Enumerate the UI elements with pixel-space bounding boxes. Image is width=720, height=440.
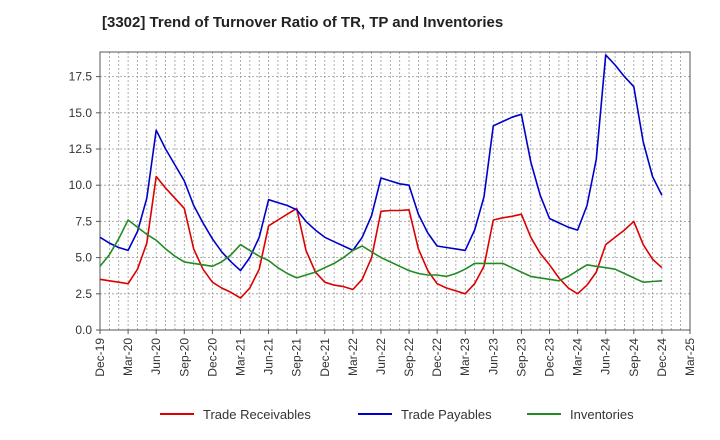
x-tick-label: Dec-23 xyxy=(543,338,557,377)
x-tick-label: Dec-20 xyxy=(205,338,219,377)
series-line-1 xyxy=(99,54,663,272)
x-tick-label: Jun-22 xyxy=(374,338,388,375)
y-tick-label: 10.0 xyxy=(69,178,93,192)
legend-label-0: Trade Receivables xyxy=(203,407,311,422)
y-tick-label: 17.5 xyxy=(69,70,93,84)
x-tick-label: Mar-22 xyxy=(346,338,360,376)
x-tick-label: Dec-22 xyxy=(430,338,444,377)
y-tick-label: 0.0 xyxy=(75,323,92,337)
y-tick-label: 12.5 xyxy=(69,142,93,156)
x-tick-label: Sep-23 xyxy=(514,338,528,377)
series-line-0 xyxy=(99,175,663,299)
plot-frame xyxy=(99,51,691,331)
series-line-2 xyxy=(99,219,662,284)
chart-title: [3302] Trend of Turnover Ratio of TR, TP… xyxy=(102,14,504,31)
y-tick-label: 5.0 xyxy=(75,251,92,265)
x-tick-label: Dec-19 xyxy=(93,338,107,377)
x-tick-label: Sep-22 xyxy=(402,338,416,377)
x-tick-label: Mar-23 xyxy=(458,338,472,376)
x-tick-label: Mar-25 xyxy=(683,338,697,376)
x-tick-label: Jun-23 xyxy=(486,338,500,375)
x-tick-label: Sep-24 xyxy=(627,338,641,377)
x-tick-label: Jun-20 xyxy=(149,338,163,375)
x-tick-label: Dec-24 xyxy=(655,338,669,377)
x-tick-label: Mar-20 xyxy=(121,338,135,376)
legend-label-2: Inventories xyxy=(570,407,634,422)
x-tick-label: Mar-21 xyxy=(233,338,247,376)
legend: Trade Receivables Trade Payables Inventori… xyxy=(160,407,634,422)
x-tick-label: Mar-24 xyxy=(571,338,585,376)
x-tick-label: Dec-21 xyxy=(318,338,332,377)
x-tick-label: Jun-21 xyxy=(262,338,276,375)
x-tick-label: Sep-20 xyxy=(177,338,191,377)
x-tick-label: Jun-24 xyxy=(599,338,613,375)
y-tick-label: 7.5 xyxy=(75,214,92,228)
legend-label-1: Trade Payables xyxy=(401,407,492,422)
series-layer xyxy=(99,54,663,299)
axis-layer: 0.0 2.5 5.0 7.5 10.0 12.5 15.0 17.5 Dec-19 Mar-20… xyxy=(69,51,697,377)
y-tick-label: 15.0 xyxy=(69,106,93,120)
y-tick-label: 2.5 xyxy=(75,287,92,301)
x-tick-label: Sep-21 xyxy=(290,338,304,377)
